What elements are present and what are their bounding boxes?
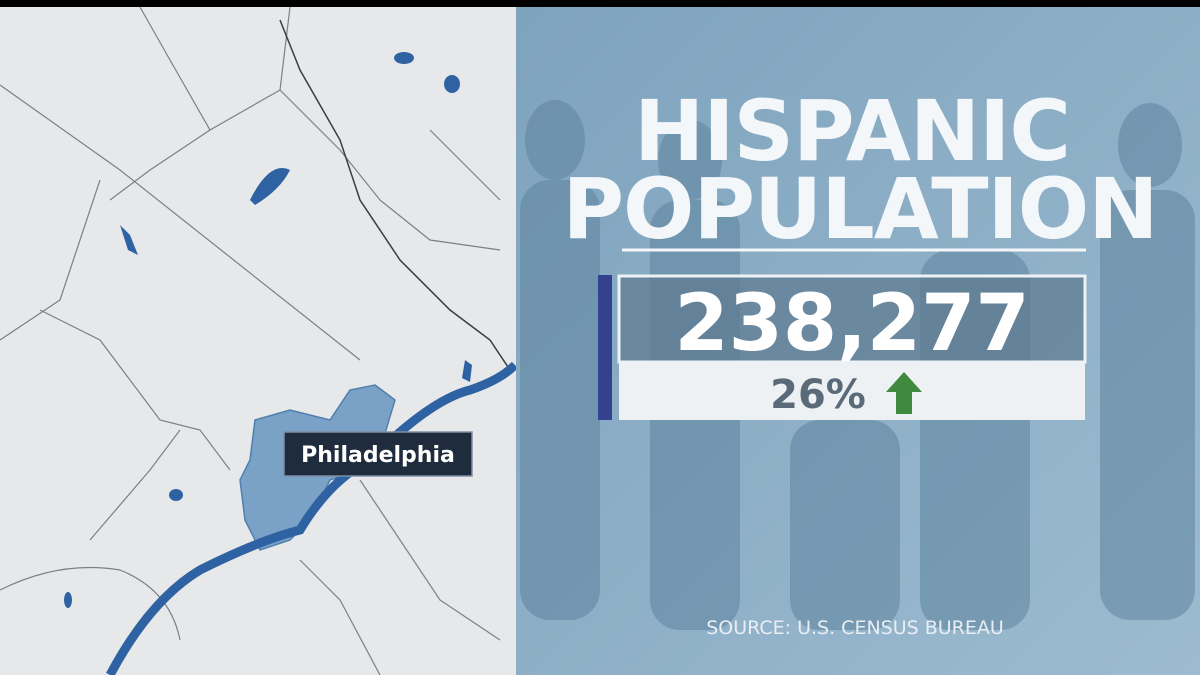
title-line: HISPANIC <box>634 82 1070 180</box>
title-line: POPULATION <box>562 160 1157 258</box>
map-label: Philadelphia <box>301 443 455 468</box>
source: SOURCE: U.S. CENSUS BUREAU <box>706 617 1004 639</box>
map: Philadelphia <box>0 6 519 675</box>
value-box <box>617 274 1087 364</box>
map-label-box <box>283 431 473 477</box>
change-box <box>619 363 1085 420</box>
info-panel: HISPANIC POPULATION 238,277 26% SOURCE: … <box>516 7 1200 675</box>
accent-bar <box>598 275 612 420</box>
top-border <box>0 0 1200 7</box>
value: 238,277 <box>674 279 1029 369</box>
up-arrow <box>886 372 922 414</box>
change: 26% <box>770 372 866 418</box>
